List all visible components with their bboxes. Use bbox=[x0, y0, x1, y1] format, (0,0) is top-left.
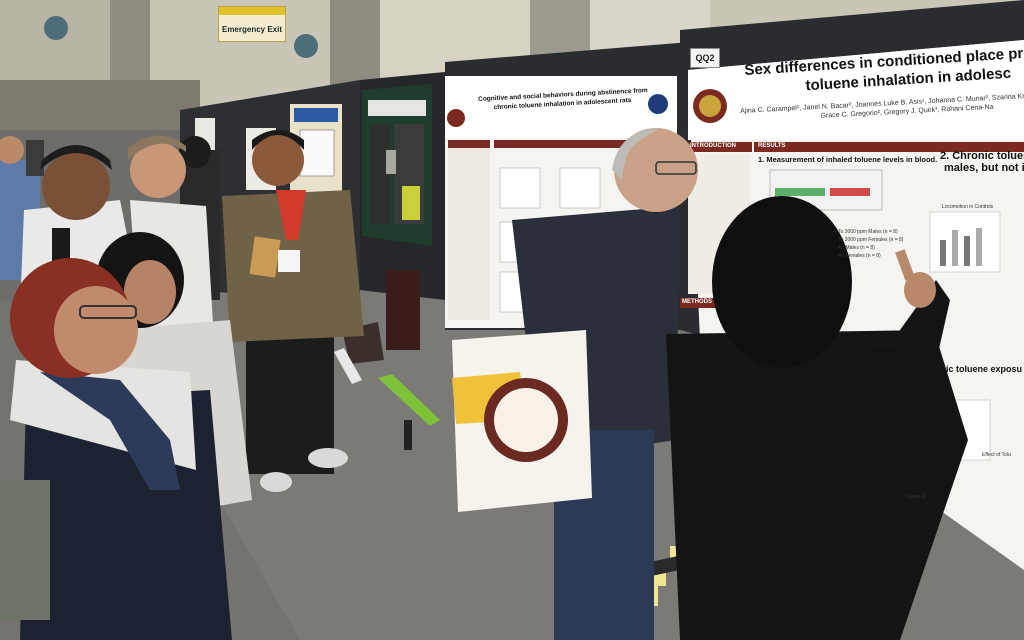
dose-legend: To 3000 ppm Males (n = 8) To 3000 ppm Fe… bbox=[838, 228, 903, 260]
section-results-label: RESULTS bbox=[758, 143, 786, 149]
effect-graph-label: Effect of Tolu bbox=[982, 452, 1011, 458]
emergency-exit-sign: Emergency Exit bbox=[218, 6, 286, 42]
dose-legend-item: To 3000 ppm Females (n = 8) bbox=[838, 236, 903, 244]
stairs-icon bbox=[294, 34, 318, 58]
dose-legend-item: To 3000 ppm Males (n = 8) bbox=[838, 228, 903, 236]
figure-caption-label: Figure A bbox=[906, 494, 925, 500]
exposure-heading: ic toluene exposu bbox=[946, 364, 1022, 374]
exit-sign-stripe bbox=[219, 7, 285, 15]
section-methods-label: METHODS bbox=[682, 299, 712, 305]
result-2-heading: 2. Chronic toluene e males, but not in bbox=[940, 150, 1024, 174]
result-2-heading-line2: males, but not in bbox=[944, 162, 1024, 174]
stopper-label: stopper in bbox=[870, 346, 909, 355]
locomotion-graph-label: Locomotion in Controls bbox=[942, 204, 993, 210]
result-1-heading: 1. Measurement of inhaled toluene levels… bbox=[758, 155, 937, 164]
stairs-icon bbox=[44, 16, 68, 40]
exit-sign-label: Emergency Exit bbox=[219, 25, 285, 34]
board-number-label: QQ2 bbox=[690, 48, 720, 68]
dose-legend-item: Air Males (n = 8) bbox=[838, 244, 903, 252]
section-introduction-label: INTRODUCTION bbox=[690, 143, 736, 149]
dose-legend-item: Air Females (n = 8) bbox=[838, 252, 903, 260]
result-2-heading-line1: 2. Chronic toluene e bbox=[940, 150, 1024, 162]
